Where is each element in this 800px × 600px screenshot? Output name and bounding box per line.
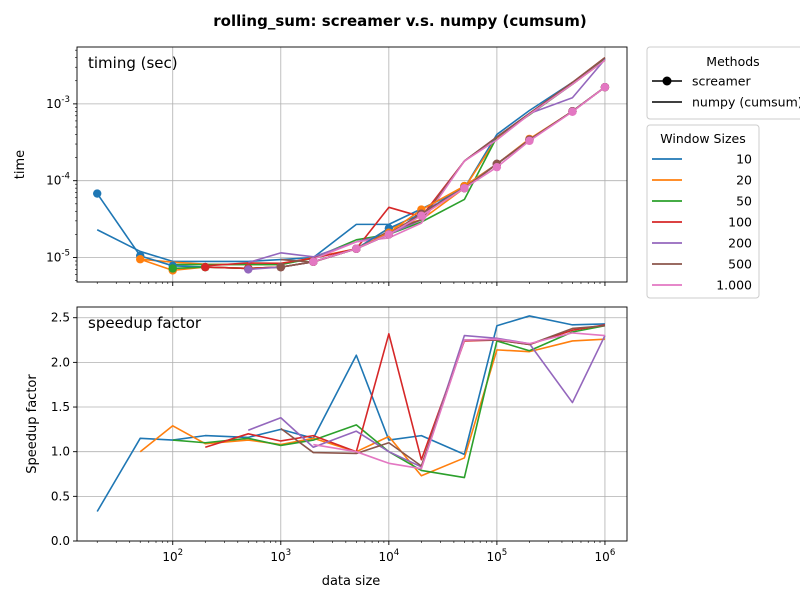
speedup-axes-frame [76, 306, 628, 542]
y-tick-label: 1.5 [51, 400, 70, 414]
screamer-point-window-1000 [309, 257, 318, 266]
numpy-line-window-20 [140, 59, 606, 266]
x-tick-label: 103 [270, 548, 291, 564]
y-tick-label: 1.0 [51, 445, 70, 459]
methods-legend-label: screamer [692, 74, 751, 89]
speedup-annotation: speedup factor [88, 314, 202, 332]
screamer-line-window-200 [248, 86, 606, 271]
window-sizes-legend-box [646, 124, 760, 299]
window-legend-label: 10 [736, 152, 752, 167]
screamer-line-window-20 [139, 86, 606, 272]
y-tick-label: 10-3 [46, 95, 70, 111]
numpy-line-window-200 [248, 58, 606, 264]
screamer-point-window-1000 [492, 162, 502, 172]
screamer-point-window-1000 [525, 136, 534, 146]
window-sizes-legend-title: Window Sizes [660, 131, 745, 146]
screamer-line-window-1000 [313, 86, 606, 263]
speedup-line-window-1000 [313, 332, 606, 470]
screamer-line-window-500 [280, 86, 606, 268]
y-tick-label: 10-4 [46, 172, 70, 188]
y-tick-label: 0.5 [51, 489, 70, 503]
window-legend-label: 1.000 [716, 278, 752, 293]
y-tick-label: 2.0 [51, 355, 70, 369]
speedup-line-window-10 [96, 315, 605, 512]
window-sizes-legend: Window Sizes 10 20 50 100 200 500 1.000 [646, 124, 760, 299]
speedup-panel: 102 103 104 105 106 0.0 0.5 1.0 1.5 2.0 2.5 speedup… [25, 306, 628, 564]
timing-axes-frame [76, 46, 628, 283]
x-tick-label: 106 [595, 548, 616, 564]
screamer-point-window-100 [201, 262, 210, 272]
numpy-line-window-1000 [313, 59, 606, 260]
screamer-line-window-100 [205, 86, 606, 270]
window-legend-label: 50 [736, 194, 752, 209]
window-legend-label: 200 [728, 236, 752, 251]
methods-legend: Methods screamer numpy (cumsum) [646, 46, 800, 120]
screamer-point-window-1000 [384, 230, 394, 239]
y-tick-label: 10-5 [46, 249, 70, 265]
screamer-point-window-1000 [600, 82, 610, 92]
screamer-point-window-200 [244, 265, 253, 274]
screamer-point-window-1000 [568, 107, 577, 116]
speedup-line-window-20 [139, 338, 605, 477]
screamer-point-window-500 [276, 262, 285, 272]
x-tick-label: 102 [162, 548, 183, 564]
x-tick-label: 105 [487, 548, 508, 564]
y-tick-label: 0.0 [51, 534, 70, 548]
numpy-line-window-10 [96, 57, 606, 263]
speedup-series-group [96, 315, 606, 512]
chart-title: rolling_sum: screamer v.s. numpy (cumsum… [213, 12, 586, 30]
methods-legend-label: numpy (cumsum) [692, 95, 800, 110]
speedup-y-axis-label: Speedup factor [25, 374, 40, 474]
numpy-line-window-500 [280, 56, 606, 263]
speedup-line-window-100 [205, 324, 606, 461]
timing-panel: 10-5 10-4 10-3 timing (sec) time [13, 46, 628, 286]
window-legend-label: 20 [736, 173, 752, 188]
screamer-point-window-10 [93, 189, 102, 198]
timing-y-axis-label: time [13, 150, 28, 179]
methods-legend-box [646, 46, 800, 120]
screamer-point-window-1000 [417, 211, 426, 220]
methods-legend-dot [662, 76, 672, 86]
x-axis-label: data size [322, 574, 381, 589]
timing-annotation: timing (sec) [88, 54, 178, 72]
x-tick-label: 104 [378, 548, 399, 564]
y-tick-label: 2.5 [51, 311, 70, 325]
methods-legend-title: Methods [706, 54, 759, 69]
screamer-point-window-1000 [352, 244, 361, 253]
screamer-point-window-50 [168, 264, 177, 273]
numpy-line-window-100 [205, 56, 606, 267]
timing-series-group [93, 56, 610, 275]
window-legend-label: 100 [728, 215, 752, 230]
window-legend-label: 500 [728, 257, 752, 272]
screamer-point-window-1000 [460, 183, 469, 193]
screamer-point-window-20 [136, 255, 145, 264]
